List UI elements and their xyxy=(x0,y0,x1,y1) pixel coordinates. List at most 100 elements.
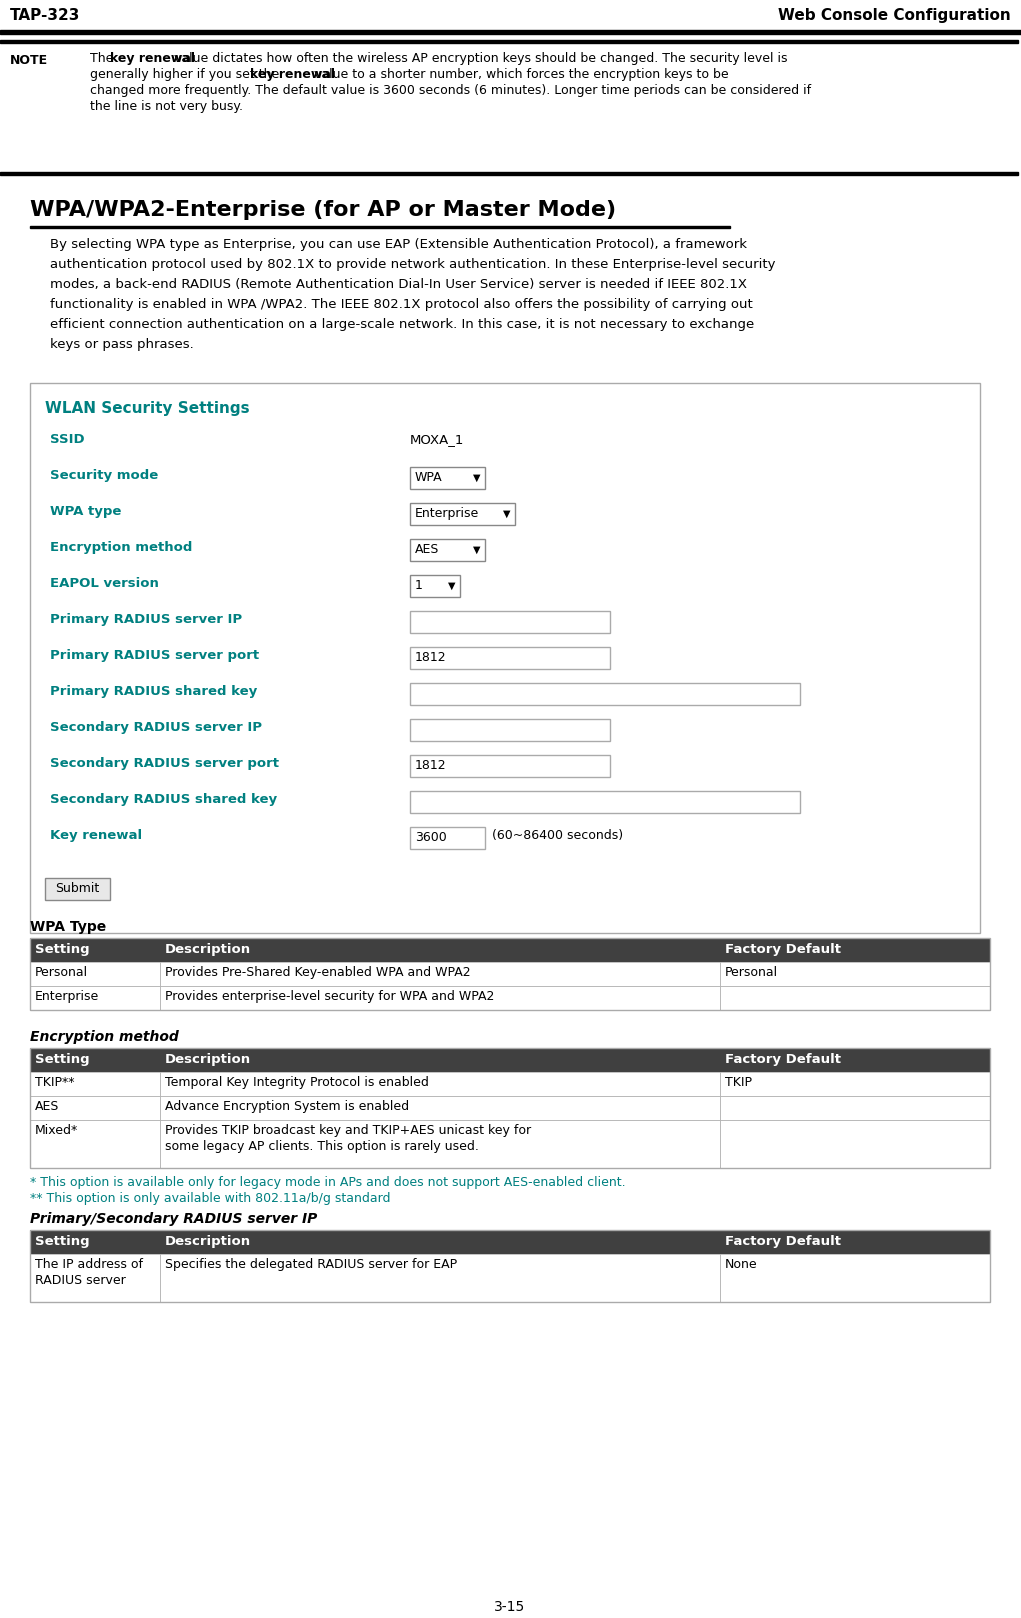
Text: changed more frequently. The default value is 3600 seconds (6 minutes). Longer t: changed more frequently. The default val… xyxy=(90,84,811,97)
Bar xyxy=(410,612,610,633)
Text: Key renewal: Key renewal xyxy=(50,828,142,841)
Text: Specifies the delegated RADIUS server for EAP: Specifies the delegated RADIUS server fo… xyxy=(165,1257,457,1270)
Bar xyxy=(410,827,485,849)
Text: Secondary RADIUS server IP: Secondary RADIUS server IP xyxy=(50,722,262,735)
Text: generally higher if you set the: generally higher if you set the xyxy=(90,68,283,81)
Bar xyxy=(410,468,485,489)
Text: TKIP: TKIP xyxy=(725,1076,752,1089)
Text: * This option is available only for legacy mode in APs and does not support AES-: * This option is available only for lega… xyxy=(30,1176,626,1189)
Text: MOXA_1: MOXA_1 xyxy=(410,434,465,447)
Text: Setting: Setting xyxy=(35,943,90,956)
Bar xyxy=(30,938,990,1010)
Text: Setting: Setting xyxy=(35,1053,90,1066)
Text: Security mode: Security mode xyxy=(50,469,158,482)
Text: 1812: 1812 xyxy=(415,759,446,772)
Text: key renewal: key renewal xyxy=(250,68,335,81)
Bar xyxy=(720,985,990,1010)
Bar xyxy=(45,879,110,900)
Bar xyxy=(30,1120,990,1168)
Text: None: None xyxy=(725,1257,758,1270)
Text: Temporal Key Integrity Protocol is enabled: Temporal Key Integrity Protocol is enabl… xyxy=(165,1076,429,1089)
Text: Secondary RADIUS shared key: Secondary RADIUS shared key xyxy=(50,793,277,806)
Text: Factory Default: Factory Default xyxy=(725,1236,841,1249)
Bar xyxy=(720,1071,990,1095)
Text: 3-15: 3-15 xyxy=(494,1600,526,1613)
Bar xyxy=(30,963,990,985)
Bar xyxy=(0,40,1018,175)
Text: (60~86400 seconds): (60~86400 seconds) xyxy=(492,828,623,841)
Text: 3600: 3600 xyxy=(415,832,447,845)
Bar xyxy=(720,1120,990,1168)
Bar xyxy=(30,1120,160,1168)
Bar xyxy=(30,1048,990,1168)
Bar xyxy=(410,791,800,812)
Text: ▼: ▼ xyxy=(473,472,481,482)
Bar xyxy=(160,1071,720,1095)
Bar xyxy=(0,172,1018,175)
Text: 1812: 1812 xyxy=(415,652,446,665)
Bar xyxy=(30,1230,990,1302)
Text: Description: Description xyxy=(165,943,251,956)
Text: NOTE: NOTE xyxy=(10,53,48,66)
Text: Factory Default: Factory Default xyxy=(725,943,841,956)
Text: ▼: ▼ xyxy=(448,581,455,591)
Text: Primary/Secondary RADIUS server IP: Primary/Secondary RADIUS server IP xyxy=(30,1212,318,1226)
Text: ** This option is only available with 802.11a/b/g standard: ** This option is only available with 80… xyxy=(30,1192,390,1205)
Text: Factory Default: Factory Default xyxy=(725,1053,841,1066)
Text: Personal: Personal xyxy=(35,966,88,979)
Bar xyxy=(30,1071,160,1095)
Text: TKIP**: TKIP** xyxy=(35,1076,75,1089)
Text: Enterprise: Enterprise xyxy=(415,508,479,521)
Bar xyxy=(410,756,610,777)
Text: AES: AES xyxy=(415,544,439,557)
Bar xyxy=(30,1230,990,1254)
Bar xyxy=(410,647,610,668)
Bar xyxy=(160,1120,720,1168)
Text: Primary RADIUS server port: Primary RADIUS server port xyxy=(50,649,259,662)
Text: WPA: WPA xyxy=(415,471,443,484)
Text: functionality is enabled in WPA /WPA2. The IEEE 802.1X protocol also offers the : functionality is enabled in WPA /WPA2. T… xyxy=(50,298,752,311)
Text: The IP address of: The IP address of xyxy=(35,1257,143,1270)
Bar xyxy=(720,963,990,985)
Bar xyxy=(0,31,1021,32)
Text: By selecting WPA type as Enterprise, you can use EAP (Extensible Authentication : By selecting WPA type as Enterprise, you… xyxy=(50,238,747,251)
Text: Primary RADIUS server IP: Primary RADIUS server IP xyxy=(50,613,242,626)
Text: ▼: ▼ xyxy=(503,510,510,519)
Bar xyxy=(30,1048,990,1071)
Text: TAP-323: TAP-323 xyxy=(10,8,81,24)
Text: Mixed*: Mixed* xyxy=(35,1125,79,1137)
Text: Personal: Personal xyxy=(725,966,778,979)
Text: modes, a back-end RADIUS (Remote Authentication Dial-In User Service) server is : modes, a back-end RADIUS (Remote Authent… xyxy=(50,278,747,291)
Text: keys or pass phrases.: keys or pass phrases. xyxy=(50,338,194,351)
Text: RADIUS server: RADIUS server xyxy=(35,1273,126,1286)
Text: some legacy AP clients. This option is rarely used.: some legacy AP clients. This option is r… xyxy=(165,1141,479,1154)
Text: Setting: Setting xyxy=(35,1236,90,1249)
Bar xyxy=(30,985,160,1010)
Bar xyxy=(30,1095,160,1120)
Bar xyxy=(30,383,980,934)
Text: WPA/WPA2-Enterprise (for AP or Master Mode): WPA/WPA2-Enterprise (for AP or Master Mo… xyxy=(30,201,616,220)
Text: Primary RADIUS shared key: Primary RADIUS shared key xyxy=(50,684,257,697)
Bar xyxy=(410,574,460,597)
Text: Advance Encryption System is enabled: Advance Encryption System is enabled xyxy=(165,1100,409,1113)
Text: 1: 1 xyxy=(415,579,423,592)
Text: WPA Type: WPA Type xyxy=(30,921,106,934)
Text: the line is not very busy.: the line is not very busy. xyxy=(90,100,243,113)
Text: Encryption method: Encryption method xyxy=(30,1031,179,1044)
Text: efficient connection authentication on a large-scale network. In this case, it i: efficient connection authentication on a… xyxy=(50,319,755,332)
Bar xyxy=(30,1254,160,1302)
Bar xyxy=(0,40,1018,44)
Bar xyxy=(410,683,800,705)
Text: Description: Description xyxy=(165,1236,251,1249)
Text: SSID: SSID xyxy=(50,434,85,447)
Text: WLAN Security Settings: WLAN Security Settings xyxy=(45,401,249,416)
Bar xyxy=(30,963,160,985)
Bar xyxy=(160,1254,720,1302)
Bar xyxy=(30,1071,990,1095)
Text: key renewal: key renewal xyxy=(110,52,195,65)
Bar xyxy=(30,938,990,963)
Text: authentication protocol used by 802.1X to provide network authentication. In the: authentication protocol used by 802.1X t… xyxy=(50,257,776,270)
Text: Enterprise: Enterprise xyxy=(35,990,99,1003)
Text: ▼: ▼ xyxy=(473,545,481,555)
Text: Provides TKIP broadcast key and TKIP+AES unicast key for: Provides TKIP broadcast key and TKIP+AES… xyxy=(165,1125,531,1137)
